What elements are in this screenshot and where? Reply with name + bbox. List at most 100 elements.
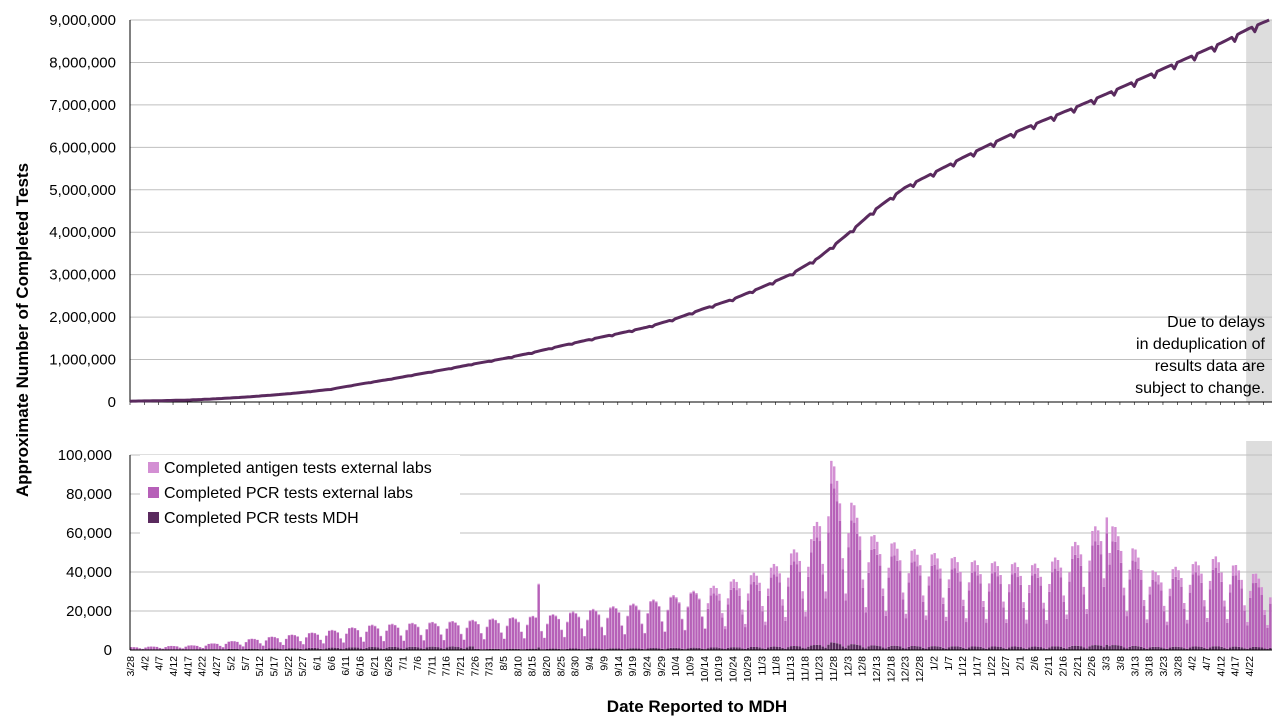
bar-pcr-mdh bbox=[1010, 646, 1014, 650]
y-tick-label: 20,000 bbox=[66, 603, 112, 620]
bar-pcr-external bbox=[890, 556, 893, 646]
bar-pcr-external bbox=[867, 572, 870, 647]
bar-antigen-external bbox=[612, 606, 615, 608]
bar-pcr-mdh bbox=[348, 647, 351, 650]
bar-antigen-external bbox=[1082, 586, 1086, 595]
bar-pcr-external bbox=[953, 568, 956, 647]
bar-pcr-mdh bbox=[491, 648, 494, 650]
bar-antigen-external bbox=[640, 623, 644, 625]
bar-antigen-external bbox=[818, 526, 822, 542]
bar-antigen-external bbox=[1088, 560, 1091, 572]
bar-pcr-mdh bbox=[1096, 645, 1100, 650]
bar-pcr-external bbox=[841, 569, 845, 647]
bar-pcr-external bbox=[775, 576, 779, 647]
bar-pcr-external bbox=[1191, 574, 1195, 647]
bar-pcr-external bbox=[554, 616, 558, 649]
bar-antigen-external bbox=[1008, 584, 1011, 593]
bar-antigen-external bbox=[878, 554, 882, 566]
bar-antigen-external bbox=[1223, 600, 1226, 607]
legend: Completed antigen tests external labs Com… bbox=[140, 455, 460, 535]
bar-pcr-external bbox=[1099, 554, 1103, 646]
x-tick-label: 4/2 bbox=[139, 656, 151, 671]
bar-pcr-mdh bbox=[365, 647, 368, 650]
bar-pcr-external bbox=[348, 628, 351, 648]
bar-pcr-mdh bbox=[967, 647, 971, 650]
bar-pcr-external bbox=[508, 618, 512, 649]
x-tick-label: 7/26 bbox=[469, 656, 481, 677]
bar-pcr-external bbox=[1030, 575, 1034, 647]
bar-pcr-mdh bbox=[744, 648, 747, 650]
bar-pcr-external bbox=[1260, 594, 1263, 648]
bar-pcr-mdh bbox=[758, 647, 761, 650]
bar-pcr-mdh bbox=[345, 648, 348, 650]
bar-pcr-mdh bbox=[1251, 646, 1255, 650]
bar-pcr-external bbox=[1074, 554, 1077, 646]
bar-pcr-external bbox=[376, 628, 380, 648]
bar-pcr-external bbox=[606, 618, 609, 649]
bar-pcr-mdh bbox=[752, 646, 756, 650]
bar-antigen-external bbox=[746, 593, 750, 601]
bar-pcr-external bbox=[993, 572, 997, 647]
bar-pcr-external bbox=[201, 648, 205, 650]
bar-pcr-external bbox=[637, 610, 641, 649]
bar-pcr-external bbox=[193, 645, 196, 650]
bar-pcr-external bbox=[741, 614, 744, 649]
bar-pcr-mdh bbox=[1079, 646, 1083, 650]
x-tick-label: 12/3 bbox=[842, 656, 854, 677]
bar-pcr-mdh bbox=[1257, 647, 1261, 650]
bar-pcr-external bbox=[1243, 610, 1246, 649]
bar-antigen-external bbox=[1096, 530, 1100, 545]
bar-pcr-external bbox=[1048, 591, 1051, 648]
bar-antigen-external bbox=[947, 579, 951, 588]
bar-pcr-mdh bbox=[287, 648, 291, 650]
x-tick-label: 7/1 bbox=[398, 656, 410, 671]
bar-pcr-mdh bbox=[996, 646, 999, 650]
bar-pcr-mdh bbox=[457, 647, 460, 650]
bar-pcr-mdh bbox=[706, 648, 710, 650]
bar-pcr-mdh bbox=[784, 648, 787, 650]
bar-pcr-mdh bbox=[761, 648, 764, 650]
bar-pcr-external bbox=[898, 571, 902, 647]
bar-antigen-external bbox=[431, 621, 434, 623]
bar-pcr-external bbox=[861, 588, 865, 648]
x-tick-label: 8/20 bbox=[541, 656, 553, 677]
bar-pcr-mdh bbox=[893, 645, 896, 650]
bar-antigen-external bbox=[1220, 572, 1223, 582]
x-tick-label: 2/26 bbox=[1086, 656, 1098, 677]
cumulative-tests-line bbox=[129, 18, 1270, 403]
bar-antigen-external bbox=[913, 549, 916, 562]
bar-pcr-external bbox=[1226, 622, 1229, 649]
x-tick-label: 8/10 bbox=[512, 656, 524, 677]
bar-antigen-external bbox=[649, 601, 652, 603]
bar-pcr-mdh bbox=[362, 648, 365, 650]
bar-pcr-mdh bbox=[376, 647, 380, 650]
bar-pcr-external bbox=[853, 522, 856, 645]
bar-pcr-mdh bbox=[388, 646, 391, 650]
bar-pcr-external bbox=[1168, 596, 1172, 648]
bar-pcr-external bbox=[583, 636, 586, 650]
bar-pcr-mdh bbox=[838, 644, 842, 650]
bar-pcr-external bbox=[270, 636, 274, 649]
bar-antigen-external bbox=[571, 611, 575, 613]
x-tick-label: 7/11 bbox=[426, 656, 438, 676]
bar-pcr-external bbox=[761, 611, 764, 649]
bar-pcr-mdh bbox=[795, 646, 799, 650]
bar-pcr-mdh bbox=[419, 648, 423, 650]
bar-pcr-mdh bbox=[385, 647, 388, 650]
recent-data-shade bbox=[1246, 20, 1272, 402]
bar-antigen-external bbox=[1191, 564, 1195, 575]
bar-pcr-external bbox=[1257, 587, 1261, 648]
bar-antigen-external bbox=[591, 608, 595, 610]
bar-pcr-external bbox=[1220, 581, 1223, 647]
bar-pcr-external bbox=[1145, 623, 1149, 649]
bar-pcr-mdh bbox=[956, 646, 959, 650]
bar-pcr-external bbox=[824, 598, 827, 648]
bar-antigen-external bbox=[457, 625, 460, 626]
x-tick-label: 6/1 bbox=[312, 656, 324, 671]
bar-antigen-external bbox=[678, 602, 681, 604]
bar-antigen-external bbox=[1188, 584, 1192, 593]
bar-pcr-external bbox=[876, 554, 879, 646]
bar-antigen-external bbox=[606, 617, 609, 619]
bar-antigen-external bbox=[861, 579, 865, 588]
bar-pcr-external bbox=[557, 619, 560, 649]
